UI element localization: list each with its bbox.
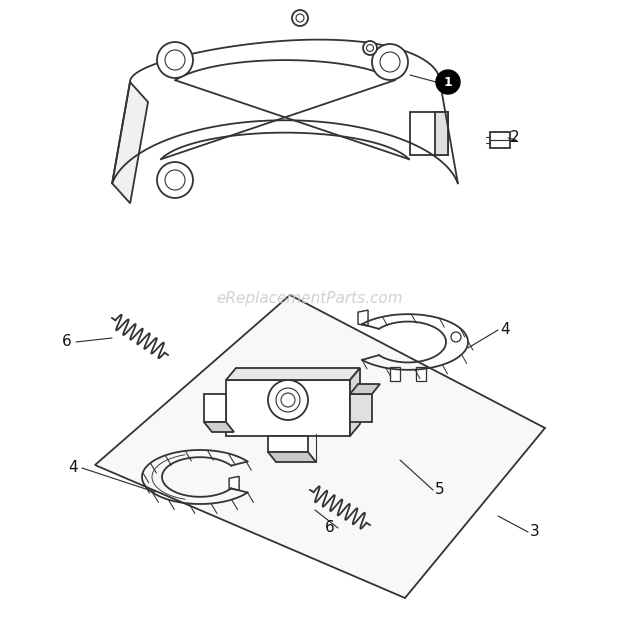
Circle shape [451, 332, 461, 342]
Polygon shape [112, 82, 148, 203]
Circle shape [372, 44, 408, 80]
Text: 6: 6 [62, 335, 72, 350]
Polygon shape [416, 367, 426, 381]
Polygon shape [204, 422, 234, 432]
Text: 5: 5 [435, 482, 445, 497]
Circle shape [363, 41, 377, 55]
Polygon shape [229, 476, 239, 490]
Polygon shape [95, 295, 545, 598]
Text: 6: 6 [326, 521, 335, 536]
Text: 1: 1 [444, 76, 453, 89]
Circle shape [436, 70, 460, 94]
Text: 2: 2 [510, 130, 520, 146]
Text: 4: 4 [68, 461, 78, 476]
Circle shape [268, 380, 308, 420]
Polygon shape [435, 112, 448, 155]
Polygon shape [268, 452, 316, 462]
Polygon shape [410, 112, 448, 155]
Polygon shape [350, 384, 380, 394]
Text: eReplacementParts.com: eReplacementParts.com [216, 291, 404, 306]
Polygon shape [358, 310, 368, 326]
Polygon shape [226, 368, 360, 380]
Polygon shape [350, 368, 360, 436]
Text: 3: 3 [530, 525, 540, 539]
Circle shape [157, 42, 193, 78]
Circle shape [292, 10, 308, 26]
Polygon shape [204, 394, 226, 422]
Circle shape [157, 162, 193, 198]
Polygon shape [226, 380, 350, 436]
Polygon shape [390, 367, 400, 381]
Polygon shape [268, 436, 308, 452]
Polygon shape [350, 394, 372, 422]
Text: 4: 4 [500, 322, 510, 337]
Polygon shape [490, 132, 510, 148]
